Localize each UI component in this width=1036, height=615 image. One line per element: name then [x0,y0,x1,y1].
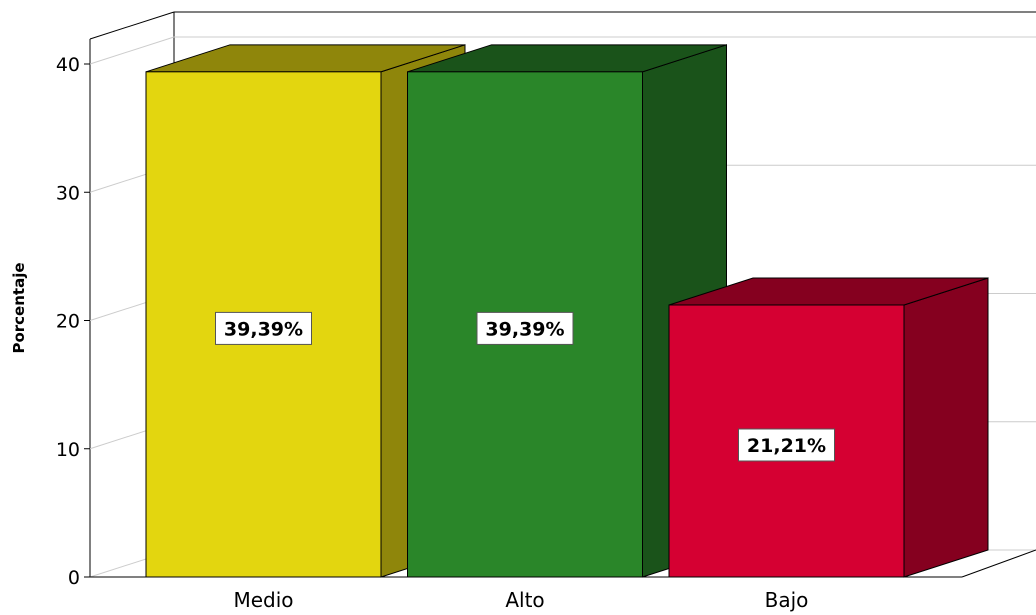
y-tick-label: 20 [56,311,80,333]
y-tick-label: 0 [68,567,80,589]
x-tick-label: Medio [233,588,293,612]
left-wall-top-edge [89,11,175,40]
data-label: 21,21% [738,428,835,462]
floor-right-edge [961,549,1036,578]
x-tick-label: Bajo [765,588,809,612]
bar-side-face [903,277,989,578]
data-label-box [215,311,312,345]
data-label-box [738,428,835,462]
y-tick-label: 30 [56,182,80,204]
data-label-text: 39,39% [224,318,303,340]
y-tick-label: 40 [56,54,80,76]
chart-bars [145,44,989,578]
x-tick-label: Alto [505,588,544,612]
data-label: 39,39% [215,311,312,345]
y-axis-title: Porcentaje [10,262,28,353]
data-label-text: 39,39% [485,318,564,340]
chart-labels: 0 10 20 30 40 39,39% Medio 39,39% Alto 21,21% Bajo [56,54,835,612]
gridline-side [89,36,175,65]
data-label: 39,39% [476,311,574,345]
bar-bajo [668,277,989,578]
y-tick-label: 10 [56,439,80,461]
data-label-text: 21,21% [747,435,826,457]
data-label-box [476,311,574,345]
